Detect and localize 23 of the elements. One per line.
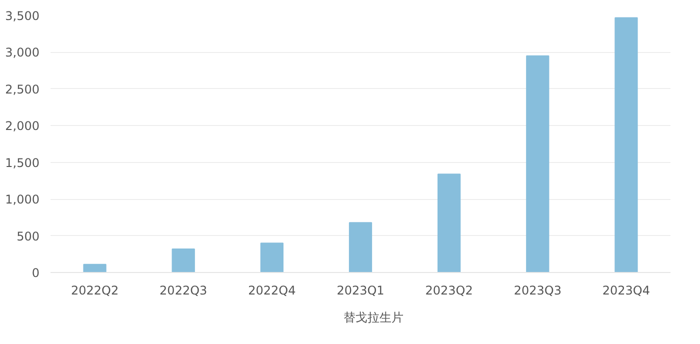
- x-tick-label: 2022Q4: [248, 284, 296, 298]
- x-tick-label: 2023Q4: [602, 284, 650, 298]
- bar: [83, 264, 106, 272]
- bar: [260, 242, 284, 272]
- y-tick-label: 2,000: [5, 119, 40, 134]
- y-tick-label: 1,000: [5, 192, 40, 207]
- bar: [614, 17, 638, 272]
- y-tick-label: 2,500: [5, 82, 40, 96]
- x-tick-label: 2023Q3: [514, 284, 562, 298]
- y-tick-label: 1,500: [5, 156, 40, 170]
- y-tick-label: 3,500: [5, 9, 40, 23]
- bar: [172, 248, 195, 272]
- text: 替戈拉生片: [344, 310, 404, 326]
- x-tick-label: 2023Q1: [336, 284, 384, 298]
- bar: [438, 174, 461, 272]
- y-tick-label: 500: [16, 229, 40, 244]
- x-tick-label: 2022Q2: [70, 284, 119, 298]
- y-tick-label: 0: [32, 266, 40, 280]
- bar: [526, 55, 550, 272]
- y-tick-label: 3,000: [5, 46, 40, 60]
- x-tick-label: 2023Q2: [425, 284, 473, 298]
- x-tick-label: 2022Q3: [160, 284, 208, 298]
- bar: [348, 222, 372, 272]
